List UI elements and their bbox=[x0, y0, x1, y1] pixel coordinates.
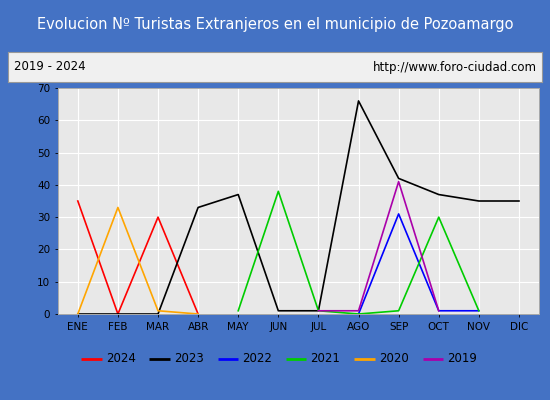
Text: 2019: 2019 bbox=[447, 352, 477, 366]
Text: 2019 - 2024: 2019 - 2024 bbox=[14, 60, 85, 74]
Text: 2020: 2020 bbox=[379, 352, 409, 366]
Text: Evolucion Nº Turistas Extranjeros en el municipio de Pozoamargo: Evolucion Nº Turistas Extranjeros en el … bbox=[37, 18, 513, 32]
Text: 2021: 2021 bbox=[311, 352, 340, 366]
Text: 2022: 2022 bbox=[242, 352, 272, 366]
Text: http://www.foro-ciudad.com: http://www.foro-ciudad.com bbox=[372, 60, 536, 74]
Text: 2023: 2023 bbox=[174, 352, 204, 366]
Text: 2024: 2024 bbox=[106, 352, 135, 366]
